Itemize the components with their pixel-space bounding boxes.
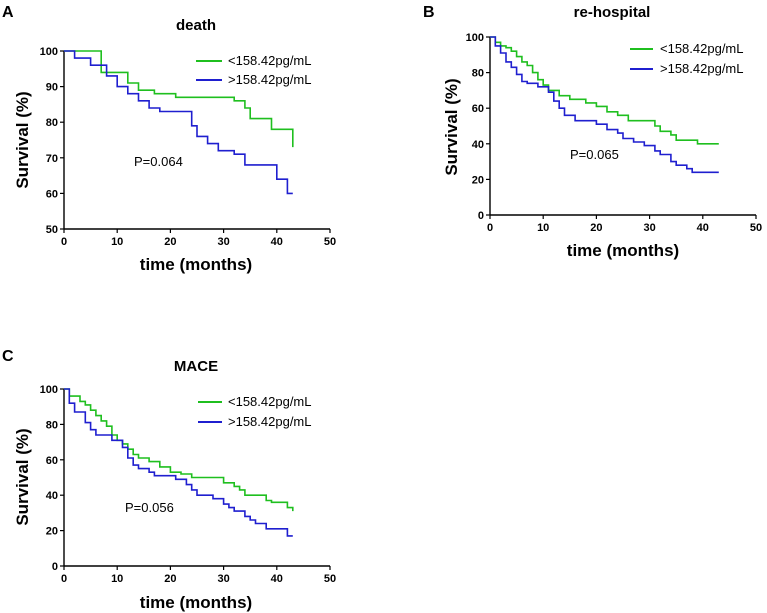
y-tick-label: 80 <box>46 117 58 129</box>
p-value-annotation: P=0.056 <box>125 500 174 515</box>
y-tick-label: 100 <box>466 32 484 44</box>
y-tick-label: 20 <box>472 174 484 186</box>
y-tick-label: 70 <box>46 153 58 165</box>
x-axis-label: time (months) <box>140 255 252 274</box>
x-tick-label: 20 <box>590 222 602 234</box>
plot-area: 0 10 20 30 40 50 0 20 40 60 80 100 <box>466 32 762 234</box>
series-line-high <box>490 36 719 174</box>
series-line-low <box>64 50 294 148</box>
panel-letter-a: A <box>2 4 14 21</box>
legend-label-low: <158.42pg/mL <box>660 41 743 56</box>
y-tick-label: 60 <box>472 103 484 115</box>
x-tick-label: 50 <box>324 236 336 248</box>
legend-item-high: >158.42pg/mL <box>198 414 311 429</box>
legend: <158.42pg/mL >158.42pg/mL <box>198 394 311 429</box>
x-tick-label: 30 <box>217 573 229 585</box>
y-tick-label: 80 <box>46 419 58 431</box>
chart-title-death: death <box>176 17 216 34</box>
legend-label-low: <158.42pg/mL <box>228 53 311 68</box>
y-tick-label: 100 <box>40 384 58 396</box>
legend-item-low: <158.42pg/mL <box>198 394 311 409</box>
legend-label-high: >158.42pg/mL <box>660 61 743 76</box>
x-tick-label: 10 <box>111 573 123 585</box>
panel-c-mace: C MACE time (months) Survival (%) P=0.05… <box>2 348 336 612</box>
legend-item-high: >158.42pg/mL <box>196 72 311 87</box>
y-axis-label: Survival (%) <box>13 91 32 188</box>
legend-item-low: <158.42pg/mL <box>196 53 311 68</box>
x-tick-label: 50 <box>750 222 762 234</box>
p-value-annotation: P=0.065 <box>570 147 619 162</box>
x-tick-label: 0 <box>487 222 493 234</box>
y-axis-label: Survival (%) <box>13 428 32 525</box>
legend-item-high: >158.42pg/mL <box>630 61 743 76</box>
plot-area: 0 10 20 30 40 50 50 60 70 80 90 100 <box>40 46 336 248</box>
panel-letter-b: B <box>423 4 435 21</box>
y-tick-label: 100 <box>40 46 58 58</box>
x-tick-label: 10 <box>111 236 123 248</box>
x-axis-label: time (months) <box>567 241 679 260</box>
y-axis-label: Survival (%) <box>442 78 461 175</box>
panel-b-re-hospital: B re-hospital time (months) Survival (%)… <box>423 4 762 260</box>
y-tick-label: 50 <box>46 224 58 236</box>
series-line-low <box>490 36 719 145</box>
x-tick-label: 10 <box>537 222 549 234</box>
y-tick-label: 0 <box>52 561 58 573</box>
p-value-annotation: P=0.064 <box>134 154 183 169</box>
y-tick-label: 60 <box>46 188 58 200</box>
x-tick-label: 40 <box>271 573 283 585</box>
y-tick-label: 0 <box>478 210 484 222</box>
y-tick-label: 40 <box>472 139 484 151</box>
legend-label-high: >158.42pg/mL <box>228 72 311 87</box>
legend-item-low: <158.42pg/mL <box>630 41 743 56</box>
series-line-high <box>64 388 293 537</box>
series-line-high <box>64 50 293 195</box>
series-line-low <box>64 388 294 512</box>
x-tick-label: 50 <box>324 573 336 585</box>
y-tick-label: 20 <box>46 526 58 538</box>
panel-a-death: A death time (months) Survival (%) P=0.0… <box>2 4 336 274</box>
legend-label-high: >158.42pg/mL <box>228 414 311 429</box>
x-tick-label: 30 <box>643 222 655 234</box>
x-tick-label: 0 <box>61 573 67 585</box>
chart-title-mace: MACE <box>174 358 218 375</box>
plot-area: 0 10 20 30 40 50 0 20 40 60 80 100 <box>40 384 336 585</box>
legend-label-low: <158.42pg/mL <box>228 394 311 409</box>
x-tick-label: 20 <box>164 573 176 585</box>
panel-letter-c: C <box>2 348 14 365</box>
legend: <158.42pg/mL >158.42pg/mL <box>196 53 311 87</box>
x-tick-label: 20 <box>164 236 176 248</box>
y-tick-label: 80 <box>472 68 484 80</box>
x-axis-label: time (months) <box>140 593 252 612</box>
x-tick-label: 30 <box>217 236 229 248</box>
x-tick-label: 40 <box>271 236 283 248</box>
y-tick-label: 40 <box>46 490 58 502</box>
legend: <158.42pg/mL >158.42pg/mL <box>630 41 743 76</box>
chart-title-re-hospital: re-hospital <box>574 4 651 21</box>
x-tick-label: 40 <box>697 222 709 234</box>
y-tick-label: 90 <box>46 82 58 94</box>
y-tick-label: 60 <box>46 455 58 467</box>
x-tick-label: 0 <box>61 236 67 248</box>
